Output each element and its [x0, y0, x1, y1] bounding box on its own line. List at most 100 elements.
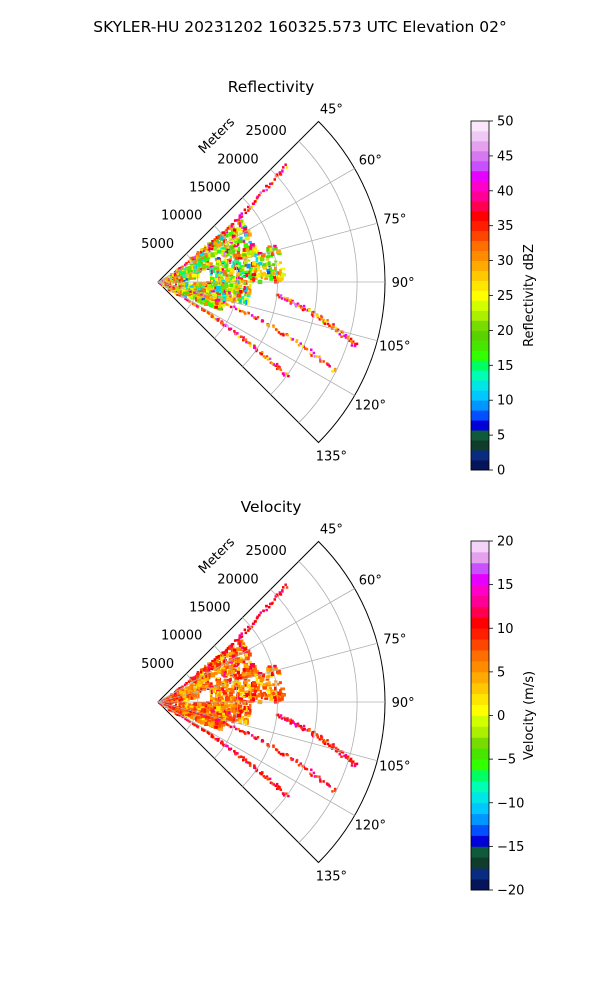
echo-cell [243, 665, 248, 669]
echo-cell [272, 783, 275, 786]
echo-cell [269, 696, 274, 701]
echo-cell [234, 702, 238, 705]
range-tick-label: 10000 [161, 209, 202, 224]
echo-cell [237, 659, 243, 664]
echo-cell [271, 269, 277, 272]
echo-cell [228, 678, 232, 681]
echo-cell [194, 674, 198, 678]
colorbar-swatch [471, 715, 489, 727]
echo-cell [318, 738, 322, 741]
echo-cell [308, 308, 311, 312]
echo-cell [210, 276, 215, 280]
echo-cell [269, 602, 272, 606]
echo-cell [173, 707, 176, 710]
echo-cell [215, 277, 219, 282]
echo-cell [209, 667, 215, 670]
echo-cell [299, 724, 302, 728]
range-tick-label: 20000 [217, 572, 258, 587]
echo-cell [246, 672, 251, 676]
echo-cell [268, 777, 272, 781]
echo-cell [267, 261, 271, 265]
echo-cell [194, 690, 200, 694]
echo-cell [237, 638, 240, 642]
echo-cell [260, 772, 263, 776]
echo-cell [222, 301, 226, 304]
echo-cell [203, 667, 206, 671]
echo-cell [273, 664, 277, 668]
echo-cell [227, 287, 230, 290]
colorbar-swatch [471, 450, 489, 461]
echo-cell [319, 780, 322, 783]
echo-cell [225, 303, 228, 306]
echo-cell [207, 666, 211, 671]
colorbar-swatch [471, 628, 489, 640]
colorbar-swatch [471, 340, 489, 351]
echo-cell [212, 265, 216, 268]
azimuth-line [157, 642, 378, 703]
echo-cell [231, 264, 235, 270]
echo-cell [220, 288, 224, 293]
echo-cell [228, 258, 232, 261]
echo-cell [326, 739, 329, 742]
echo-cell [181, 715, 185, 719]
echo-cell [171, 695, 174, 697]
echo-cell [228, 748, 231, 751]
echo-cell [178, 267, 181, 270]
echo-cell [264, 776, 267, 779]
echo-cell [188, 703, 192, 709]
echo-cell [235, 711, 240, 716]
echo-cell [167, 707, 170, 710]
echo-cell [226, 294, 230, 298]
echo-cell [274, 364, 277, 367]
colorbar-tick-label: 0 [497, 464, 505, 479]
echo-cell [244, 653, 248, 658]
azimuth-line [157, 168, 355, 283]
colorbar-swatch [471, 220, 489, 232]
echo-cell [181, 295, 185, 299]
echo-cell [245, 719, 248, 725]
echo-cell [234, 752, 238, 756]
colorbar-swatch [471, 562, 489, 575]
echo-cell [165, 702, 168, 705]
echo-cell [229, 254, 233, 257]
echo-cell [188, 276, 194, 280]
echo-cell [173, 709, 176, 712]
echo-cell [169, 698, 172, 701]
echo-cell [241, 310, 244, 313]
echo-cell [276, 787, 279, 791]
echo-cell [239, 646, 245, 650]
echo-cell [228, 692, 233, 695]
echo-cell [216, 298, 219, 301]
echo-cell [199, 668, 204, 672]
echo-cell [168, 696, 171, 699]
echo-cell [210, 244, 214, 248]
echo-cell [210, 717, 213, 720]
echo-cell [255, 688, 259, 691]
echo-cell [247, 341, 250, 344]
echo-cell [174, 713, 177, 716]
colorbar-tick-label: 20 [497, 535, 514, 550]
echo-cell [205, 252, 208, 258]
echo-cell [242, 715, 245, 720]
echo-cell [289, 337, 293, 340]
echo-cell [253, 686, 257, 691]
echo-cell [206, 676, 209, 682]
echo-cell [199, 259, 204, 262]
echo-cell [218, 661, 221, 665]
echo-cell [250, 734, 254, 737]
echo-cell [220, 249, 226, 254]
echo-cell [248, 687, 253, 692]
echo-cell [228, 717, 233, 722]
echo-cell [194, 267, 197, 273]
echo-cell [250, 277, 255, 282]
echo-cell [233, 294, 237, 298]
echo-cell [224, 281, 227, 286]
echo-cell [178, 278, 181, 281]
echo-cell [292, 301, 295, 304]
echo-cell [213, 243, 218, 248]
echo-cell [191, 676, 195, 680]
echo-cell [277, 367, 280, 370]
colorbar-swatch [471, 541, 489, 553]
echo-cell [216, 286, 221, 291]
echo-cell [252, 251, 256, 256]
